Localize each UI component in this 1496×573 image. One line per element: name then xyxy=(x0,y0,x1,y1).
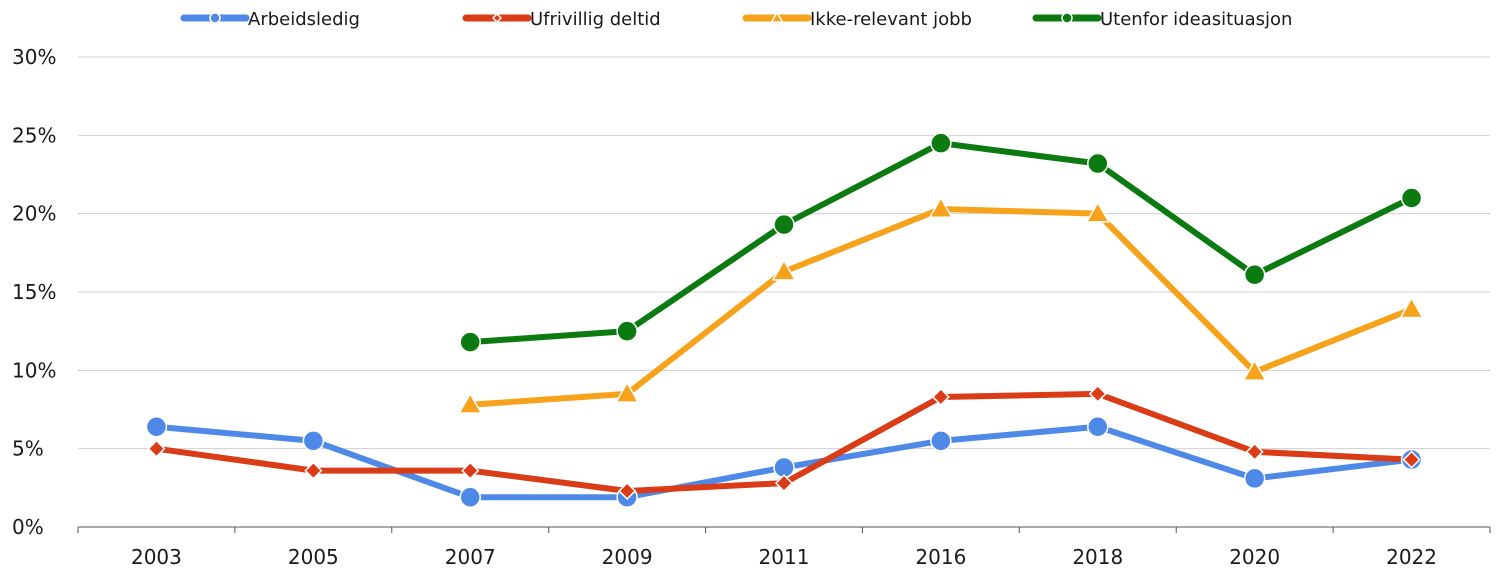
data-point xyxy=(928,196,954,218)
x-tick-label: 2007 xyxy=(445,545,496,569)
data-point xyxy=(1400,187,1423,209)
legend-marker xyxy=(491,12,503,24)
data-point xyxy=(459,486,481,508)
data-point xyxy=(461,461,480,480)
data-point xyxy=(1088,384,1107,403)
data-point xyxy=(1402,450,1421,469)
data-point xyxy=(614,381,640,403)
series-line-3 xyxy=(467,140,1415,346)
data-point xyxy=(1087,415,1109,438)
y-tick-label: 10% xyxy=(12,358,56,382)
data-point xyxy=(1085,201,1111,223)
legend-label: Ikke-relevant jobb xyxy=(810,9,972,30)
legend-marker xyxy=(770,10,784,23)
data-point xyxy=(930,132,952,154)
series-markers xyxy=(145,132,1424,508)
y-tick-label: 0% xyxy=(12,515,44,539)
data-point xyxy=(459,331,481,353)
legend-label: Arbeidsledig xyxy=(248,9,360,30)
data-point xyxy=(304,461,323,480)
y-tick-label: 25% xyxy=(12,123,56,147)
legend-marker xyxy=(209,12,221,24)
x-tick-label: 2018 xyxy=(1072,545,1123,569)
y-tick-label: 30% xyxy=(12,45,56,69)
legend-label: Ufrivillig deltid xyxy=(530,9,661,30)
data-point xyxy=(771,259,797,281)
data-point xyxy=(1242,359,1267,381)
x-axis: 2003 2005 2007 2009 2011 2016 2018 2020 2022 xyxy=(77,526,1491,569)
x-tick-label: 2016 xyxy=(915,545,966,569)
data-point xyxy=(1243,264,1266,286)
series-lines xyxy=(153,140,1415,501)
y-tick-label: 5% xyxy=(12,437,44,461)
x-tick-label: 2022 xyxy=(1386,545,1437,569)
legend-label: Utenfor ideasituasjon xyxy=(1100,9,1292,30)
data-point xyxy=(145,415,168,438)
series-line-2 xyxy=(467,205,1415,408)
y-tick-label: 15% xyxy=(12,280,56,304)
data-point xyxy=(1243,467,1266,490)
data-point xyxy=(616,320,638,342)
legend-marker xyxy=(1061,12,1073,24)
x-tick-label: 2003 xyxy=(131,545,182,569)
data-point xyxy=(302,430,325,452)
x-tick-label: 2020 xyxy=(1229,545,1280,569)
y-axis: 0% 5% 10% 15% 20% 25% 30% xyxy=(12,45,56,539)
data-point xyxy=(773,213,795,236)
data-point xyxy=(774,474,794,493)
x-tick-label: 2011 xyxy=(759,545,810,569)
data-point xyxy=(930,430,952,452)
x-tick-label: 2005 xyxy=(288,545,339,569)
data-point xyxy=(1245,442,1264,461)
y-tick-label: 20% xyxy=(12,202,56,226)
x-tick-label: 2009 xyxy=(602,545,653,569)
data-point xyxy=(1087,152,1109,175)
legend: Arbeidsledig Ufrivillig deltid Ikke-releva… xyxy=(180,9,1292,30)
data-point xyxy=(147,439,166,458)
data-point xyxy=(1399,296,1424,319)
data-point xyxy=(457,392,483,414)
gridlines xyxy=(78,56,1490,450)
data-point xyxy=(931,387,950,407)
data-point xyxy=(618,481,637,501)
